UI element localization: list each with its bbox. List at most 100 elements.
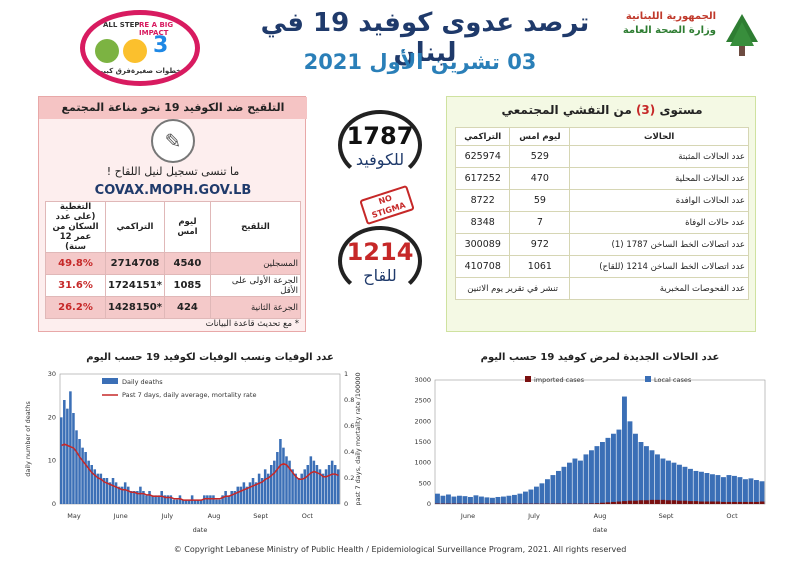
y2-tick-label: 0.8	[344, 396, 354, 404]
cell-yesterday: 972	[509, 233, 571, 256]
x-axis-label: date	[593, 526, 608, 534]
death-bar	[273, 460, 276, 504]
table-row: 617252 470 عدد الحالات المحلية	[454, 167, 749, 190]
vaccination-panel: التلقيح ضد الكوفيد 19 نحو مناعة المجتمع …	[38, 96, 307, 332]
local-cases-bar	[737, 477, 743, 504]
death-bar	[93, 469, 97, 504]
table-row: 49.8% 2714708 4540 المسجلين	[45, 252, 302, 275]
death-bar	[330, 460, 334, 504]
table-row: 410708 1061 عدد اتصالات الخط الساخن 1214…	[454, 255, 749, 278]
cell-label: المسجلين	[209, 252, 302, 275]
imported-cases-bar	[622, 501, 627, 504]
death-bar	[200, 499, 203, 504]
local-cases-bar	[578, 460, 583, 504]
local-cases-bar	[506, 495, 512, 504]
imported-cases-bar	[616, 501, 622, 504]
local-cases-bar	[693, 470, 699, 504]
local-cases-bar	[748, 478, 754, 504]
death-bar	[233, 491, 237, 504]
register-url[interactable]: COVAX.MOPH.GOV.LB	[94, 183, 252, 198]
cell-label: عدد الحالات المثبتة	[569, 145, 749, 168]
death-bar	[239, 486, 243, 504]
local-cases-bar	[495, 496, 501, 504]
local-cases-bar	[633, 433, 638, 504]
imported-cases-bar	[748, 501, 754, 504]
death-bar	[276, 452, 279, 504]
local-cases-bar	[644, 446, 649, 504]
month-label: June	[113, 512, 128, 520]
mask-icon	[95, 39, 119, 63]
community-level: (3)	[635, 103, 656, 117]
cell-cumulative: 410708	[454, 255, 511, 278]
death-bar	[178, 495, 182, 504]
community-title: مستوى (3) من التفشي المجتمعي	[447, 103, 757, 117]
imported-cases-bar	[704, 501, 710, 504]
death-bar	[248, 482, 252, 504]
local-cases-bar	[660, 458, 666, 504]
imported-cases-bar	[715, 501, 721, 504]
death-bar	[297, 478, 300, 504]
cell-cumulative: 8348	[454, 211, 511, 234]
local-cases-bar	[572, 458, 578, 504]
cases-chart: 0 500 1000 1500 2000 2500 3000 June July Aug Sept O…	[414, 376, 766, 534]
cell-cumulative: 617252	[454, 167, 511, 190]
cell-yesterday: 1061	[509, 255, 571, 278]
y-tick-label: 2500	[414, 397, 431, 405]
y-tick-label: 1000	[414, 459, 431, 467]
death-bar	[285, 456, 288, 504]
death-bar	[224, 491, 227, 504]
local-cases-bar	[484, 497, 490, 504]
cell-cumulative: 2714708	[105, 252, 165, 275]
cell-yesterday: 4540	[163, 252, 211, 275]
local-cases-bar	[490, 497, 495, 504]
death-bar	[63, 400, 66, 504]
cell-cumulative: 625974	[454, 145, 511, 168]
death-bar	[336, 469, 340, 504]
tests-label: عدد الفحوصات المخبرية	[569, 277, 749, 300]
hotline-covid-label: للكوفيد	[355, 150, 405, 169]
death-bar	[227, 495, 230, 504]
death-bar	[324, 469, 328, 504]
y2-tick-label: 0.6	[344, 422, 354, 430]
death-bar	[327, 465, 331, 504]
y-tick-label: 2000	[414, 417, 431, 425]
imported-cases-bar	[682, 500, 688, 504]
y-tick-label: 0	[52, 500, 56, 508]
death-bar	[108, 482, 112, 504]
copyright-footer: © Copyright Lebanese Ministry of Public …	[173, 545, 627, 554]
local-cases-bar	[473, 495, 479, 504]
tests-note: تنشر في تقرير يوم الاثنين	[454, 277, 571, 300]
cell-coverage: 31.6%	[45, 274, 106, 297]
local-cases-bar	[468, 496, 473, 504]
legend-label: Local cases	[654, 376, 692, 384]
death-bar	[87, 460, 90, 504]
death-bar	[279, 439, 282, 504]
local-cases-bar	[666, 460, 671, 504]
imported-cases-bar	[743, 501, 748, 504]
local-cases-bar	[605, 437, 611, 504]
table-row: 31.6% 1724151* 1085 الجرعة الأولى على ال…	[45, 274, 302, 297]
col-coverage: التغطية (على عدد السكان من عمر 12 سنة)	[45, 201, 106, 253]
local-cases-bar	[561, 466, 567, 504]
y-tick-label: 20	[48, 413, 56, 421]
death-bar	[114, 482, 118, 504]
death-bar	[242, 482, 246, 504]
death-bar	[315, 465, 319, 504]
local-cases-bar	[677, 464, 682, 504]
local-cases-bar	[517, 493, 523, 504]
col-cases: الحالات	[569, 127, 749, 146]
death-bar	[187, 499, 191, 504]
table-row: 8722 59 عدد الحالات الوافدة	[454, 189, 749, 212]
local-cases-bar	[440, 495, 446, 504]
death-bar	[96, 473, 100, 504]
local-cases-bar	[715, 475, 721, 504]
syringe-icon: ✎	[151, 119, 195, 163]
cell-yesterday: 470	[509, 167, 571, 190]
local-cases-bar	[589, 450, 594, 504]
local-cases-bar	[732, 475, 737, 504]
local-cases-bar	[501, 496, 506, 504]
campaign-logo: ALL STEP RE A BIG IMPACT 3 خطوات صغيرة ف…	[80, 10, 200, 86]
local-cases-bar	[611, 433, 616, 504]
death-bar	[148, 491, 151, 504]
imported-cases-bar	[638, 500, 644, 504]
